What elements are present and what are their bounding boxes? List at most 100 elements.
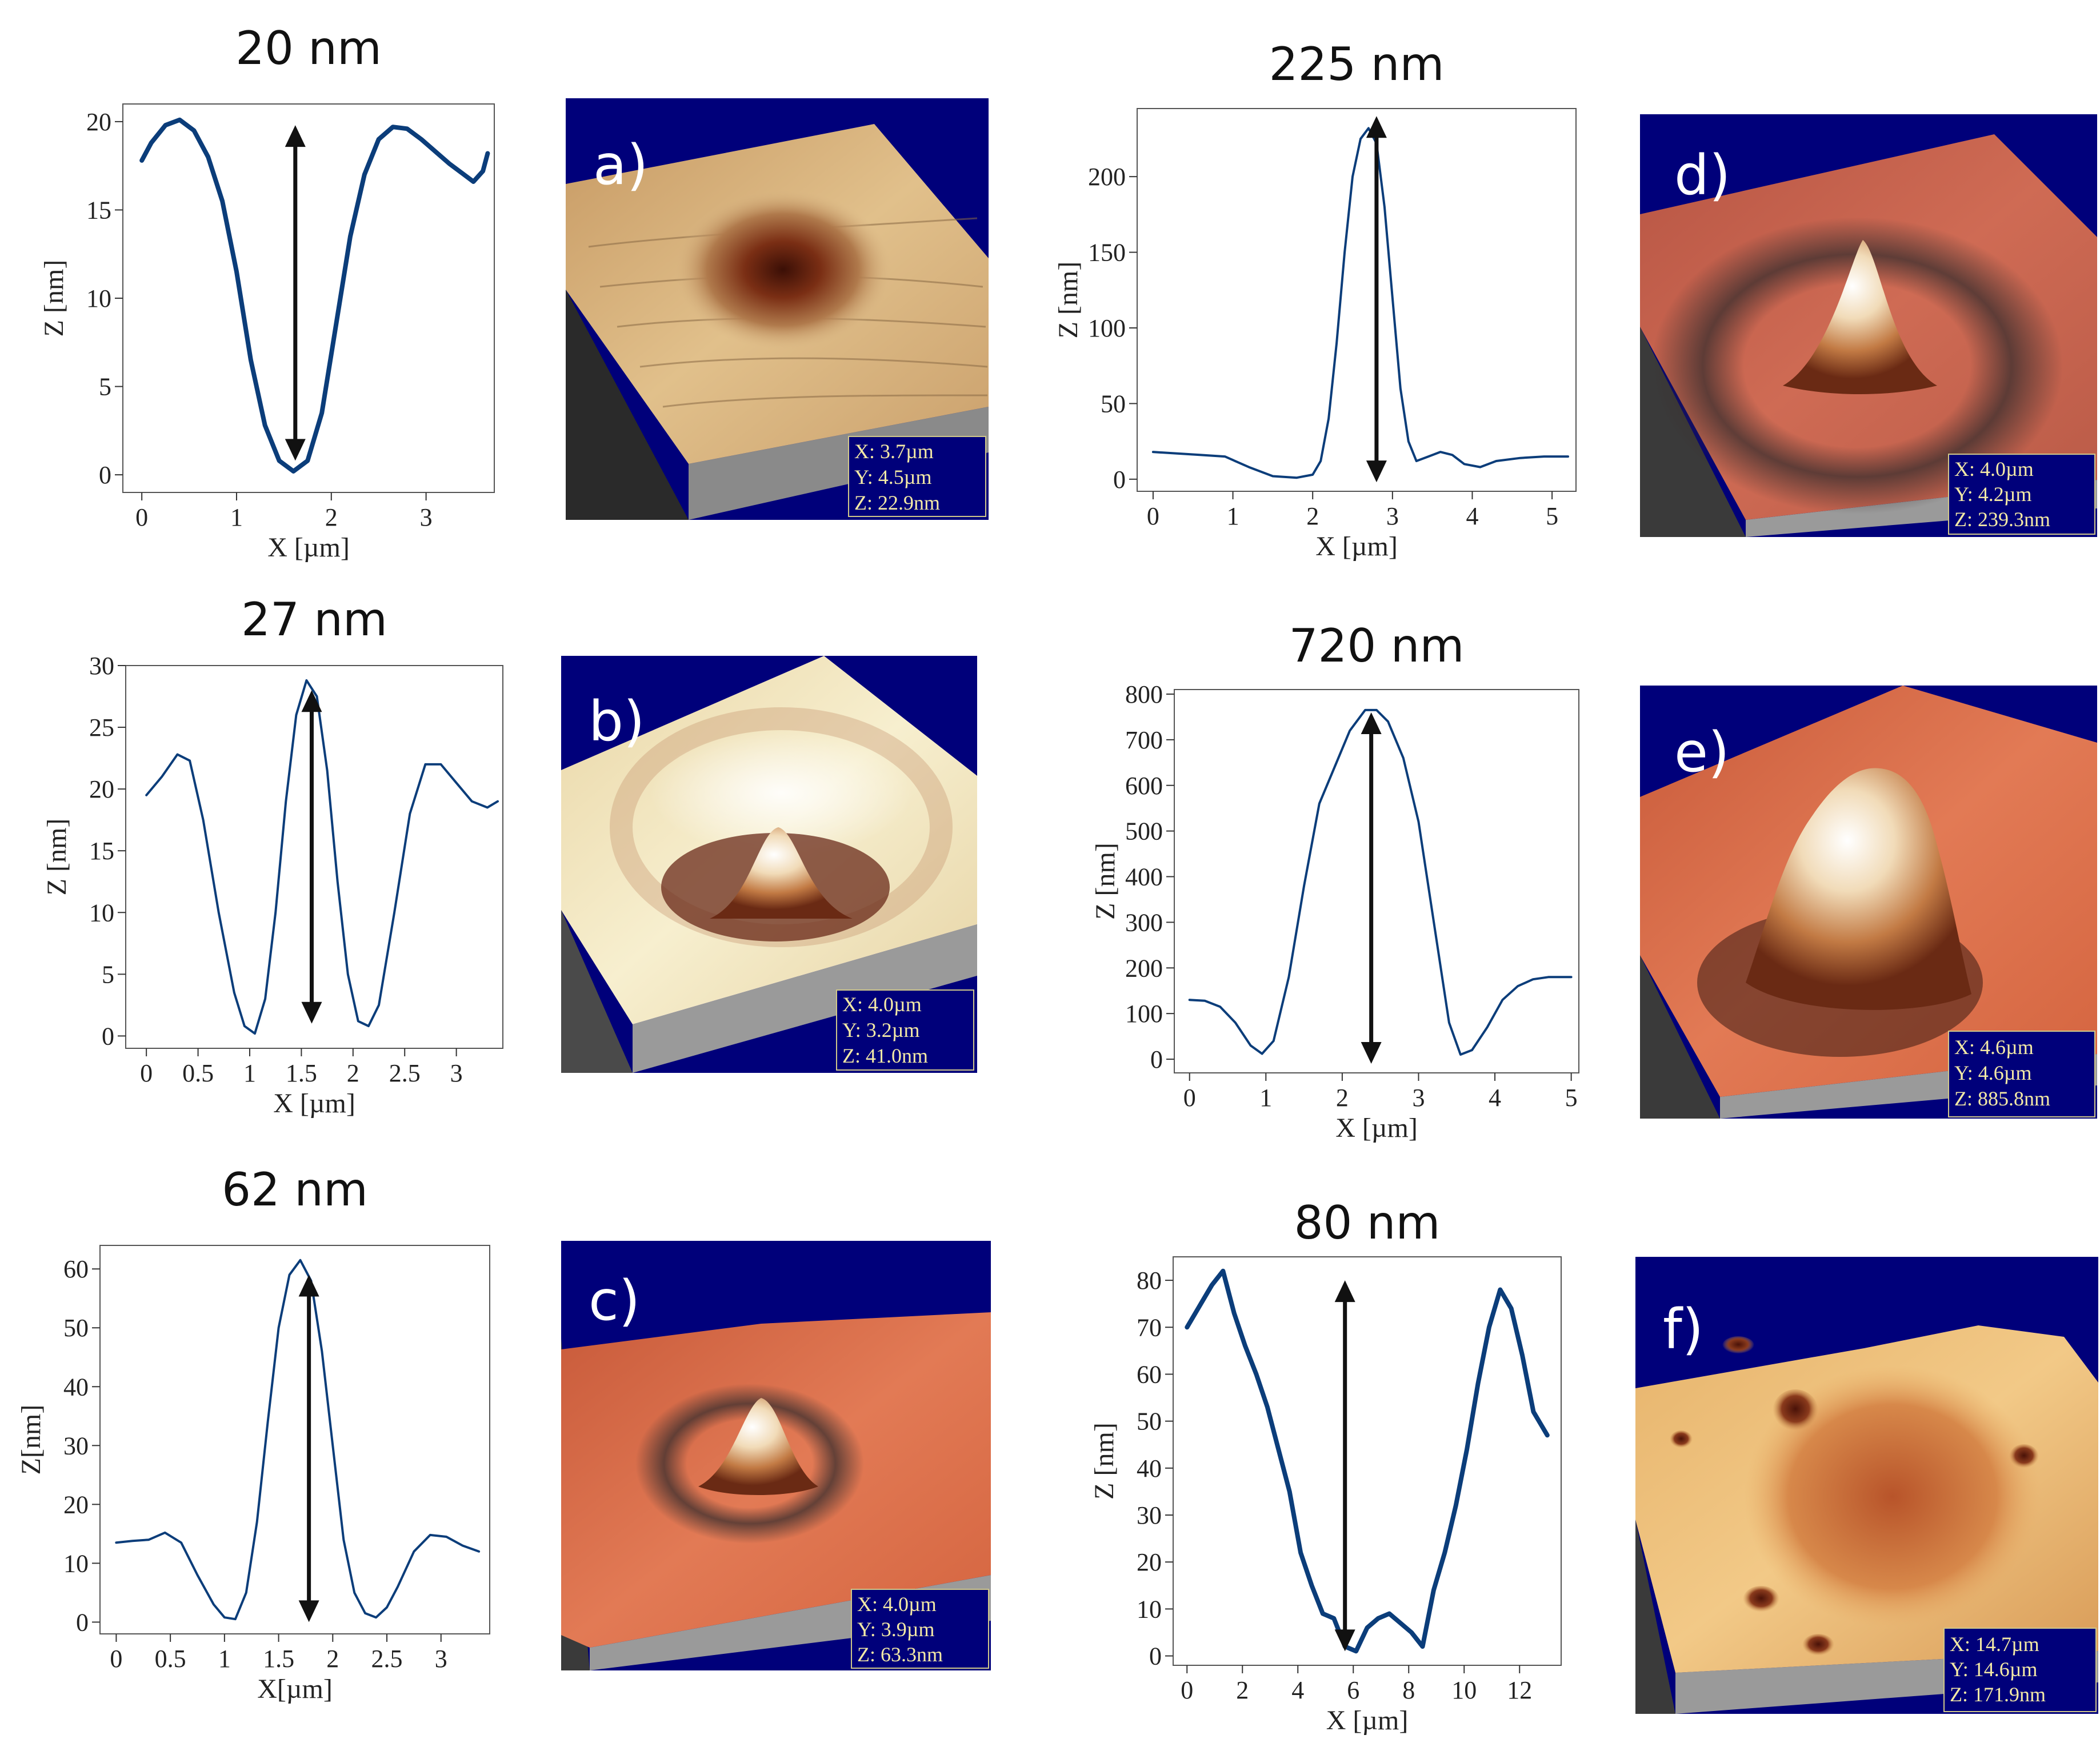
y-tick-label: 30	[63, 1432, 89, 1460]
scan-size-box	[1948, 454, 2095, 535]
scan-size-y: Y: 14.6µm	[1950, 1658, 2037, 1681]
x-tick-label: 2.5	[389, 1059, 421, 1087]
y-tick-label: 40	[63, 1373, 89, 1401]
plot-frame	[99, 1245, 490, 1634]
x-tick-label: 5	[1565, 1084, 1578, 1112]
surface-side-front	[633, 924, 977, 1073]
y-tick-label: 40	[1137, 1454, 1162, 1482]
x-tick-label: 4	[1489, 1084, 1501, 1112]
y-tick-label: 15	[89, 837, 114, 865]
plot-title: 80 nm	[1294, 1196, 1441, 1249]
y-tick-label: 0	[1150, 1045, 1163, 1073]
profile-curve	[1188, 708, 1573, 1056]
y-axis-label: Z [nm]	[39, 260, 69, 337]
height-arrow-head-top	[1361, 712, 1382, 734]
afm-panel-e: e) X: 4.6µm Y: 4.6µm Z: 885.8nm	[1640, 686, 2097, 1119]
plot-frame	[125, 665, 503, 1049]
panel-letter: f)	[1663, 1297, 1703, 1361]
y-tick-label: 20	[86, 108, 111, 136]
x-axis-label: X[µm]	[257, 1674, 333, 1704]
height-arrow-head-bottom	[298, 1600, 319, 1622]
scan-size-x: X: 14.7µm	[1950, 1633, 2039, 1656]
surface-side-left	[1640, 955, 1720, 1119]
x-tick-label: 1	[243, 1059, 256, 1087]
y-tick-label: 600	[1125, 772, 1163, 800]
x-tick-label: 10	[1451, 1676, 1477, 1704]
x-tick-label: 1	[1227, 502, 1239, 530]
x-tick-label: 3	[1412, 1084, 1425, 1112]
central-peak	[698, 1398, 818, 1495]
height-arrow-head-bottom	[301, 1001, 322, 1024]
y-axis-label: Z [nm]	[1089, 1423, 1119, 1500]
pit	[1773, 1389, 1818, 1433]
y-tick-label: 700	[1125, 726, 1163, 754]
pit	[1743, 1586, 1779, 1613]
surface-side-front	[689, 407, 989, 520]
x-tick-label: 2	[347, 1059, 359, 1087]
scan-size-y: Y: 3.2µm	[842, 1019, 919, 1041]
y-tick-label: 80	[1137, 1267, 1162, 1295]
y-tick-label: 800	[1125, 680, 1163, 708]
y-tick-label: 0	[76, 1608, 89, 1636]
y-tick-label: 500	[1125, 818, 1163, 846]
y-tick-label: 5	[102, 960, 114, 988]
scan-size-z: Z: 22.9nm	[854, 491, 940, 514]
y-tick-label: 50	[1101, 390, 1126, 418]
x-axis-label: X [µm]	[1315, 531, 1398, 562]
y-tick-label: 30	[89, 652, 114, 680]
scan-size-y: Y: 4.2µm	[1954, 483, 2031, 506]
plot-frame	[1173, 1256, 1562, 1666]
height-arrow-head-top	[285, 125, 306, 147]
y-tick-label: 20	[63, 1490, 89, 1518]
x-tick-label: 0.5	[182, 1059, 214, 1087]
afm-panel-d: d) X: 4.0µm Y: 4.2µm Z: 239.3nm	[1640, 114, 2097, 537]
central-peak	[1783, 240, 1937, 394]
y-axis-label: Z[nm]	[16, 1405, 46, 1475]
x-tick-label: 2	[326, 1645, 339, 1673]
height-arrow-head-bottom	[1361, 1042, 1382, 1064]
y-tick-label: 0	[1149, 1642, 1162, 1670]
y-axis-label: Z [nm]	[1090, 843, 1121, 920]
scan-size-z: Z: 239.3nm	[1954, 508, 2050, 531]
y-axis-label: Z [nm]	[42, 819, 72, 896]
profile-plot-5: 720 nm 0 1 2 3 4 5 0 100 200 300 400 500 600 700 800 X […	[1090, 619, 1579, 1143]
panel-letter: e)	[1674, 720, 1730, 784]
scan-size-box	[1948, 1031, 2095, 1117]
scan-size-x: X: 4.0µm	[842, 993, 922, 1016]
profile-curve	[1185, 1268, 1550, 1654]
plot-frame	[1174, 689, 1579, 1073]
y-tick-label: 10	[1137, 1595, 1162, 1623]
profile-plot-6: 80 nm 0 2 4 6 8 10 12 0 10 20 30 40 50 60 70 80 X [µm] Z […	[1089, 1196, 1562, 1736]
y-tick-label: 150	[1088, 239, 1126, 267]
scan-size-y: Y: 3.9µm	[857, 1618, 934, 1641]
scan-size-x: X: 4.0µm	[1954, 458, 2034, 480]
x-axis-label: X [µm]	[267, 532, 350, 563]
profile-curve	[1151, 127, 1569, 479]
profile-curve	[139, 117, 490, 474]
height-arrow-head-top	[298, 1275, 319, 1297]
x-tick-label: 12	[1507, 1676, 1532, 1704]
y-tick-label: 15	[86, 196, 111, 224]
y-tick-label: 300	[1125, 908, 1163, 936]
y-tick-label: 0	[102, 1022, 114, 1050]
scan-size-box	[1943, 1628, 2097, 1712]
panel-letter: d)	[1674, 143, 1730, 207]
x-tick-label: 2	[325, 503, 338, 531]
x-axis-label: X [µm]	[273, 1088, 355, 1119]
y-tick-label: 10	[89, 899, 114, 927]
x-tick-label: 0	[1147, 502, 1159, 530]
y-tick-label: 60	[63, 1255, 89, 1283]
halo-bright	[650, 730, 913, 856]
pit	[1722, 1336, 1754, 1355]
afm-panel-b: b) X: 4.0µm Y: 3.2µm Z: 41.0nm	[561, 656, 977, 1073]
x-tick-label: 2	[1306, 502, 1319, 530]
y-tick-label: 70	[1137, 1313, 1162, 1341]
scan-size-box	[836, 989, 974, 1071]
height-arrow-head-bottom	[285, 439, 306, 461]
x-tick-label: 0	[140, 1059, 153, 1087]
x-axis-label: X [µm]	[1335, 1113, 1418, 1143]
pit	[1670, 1431, 1693, 1449]
